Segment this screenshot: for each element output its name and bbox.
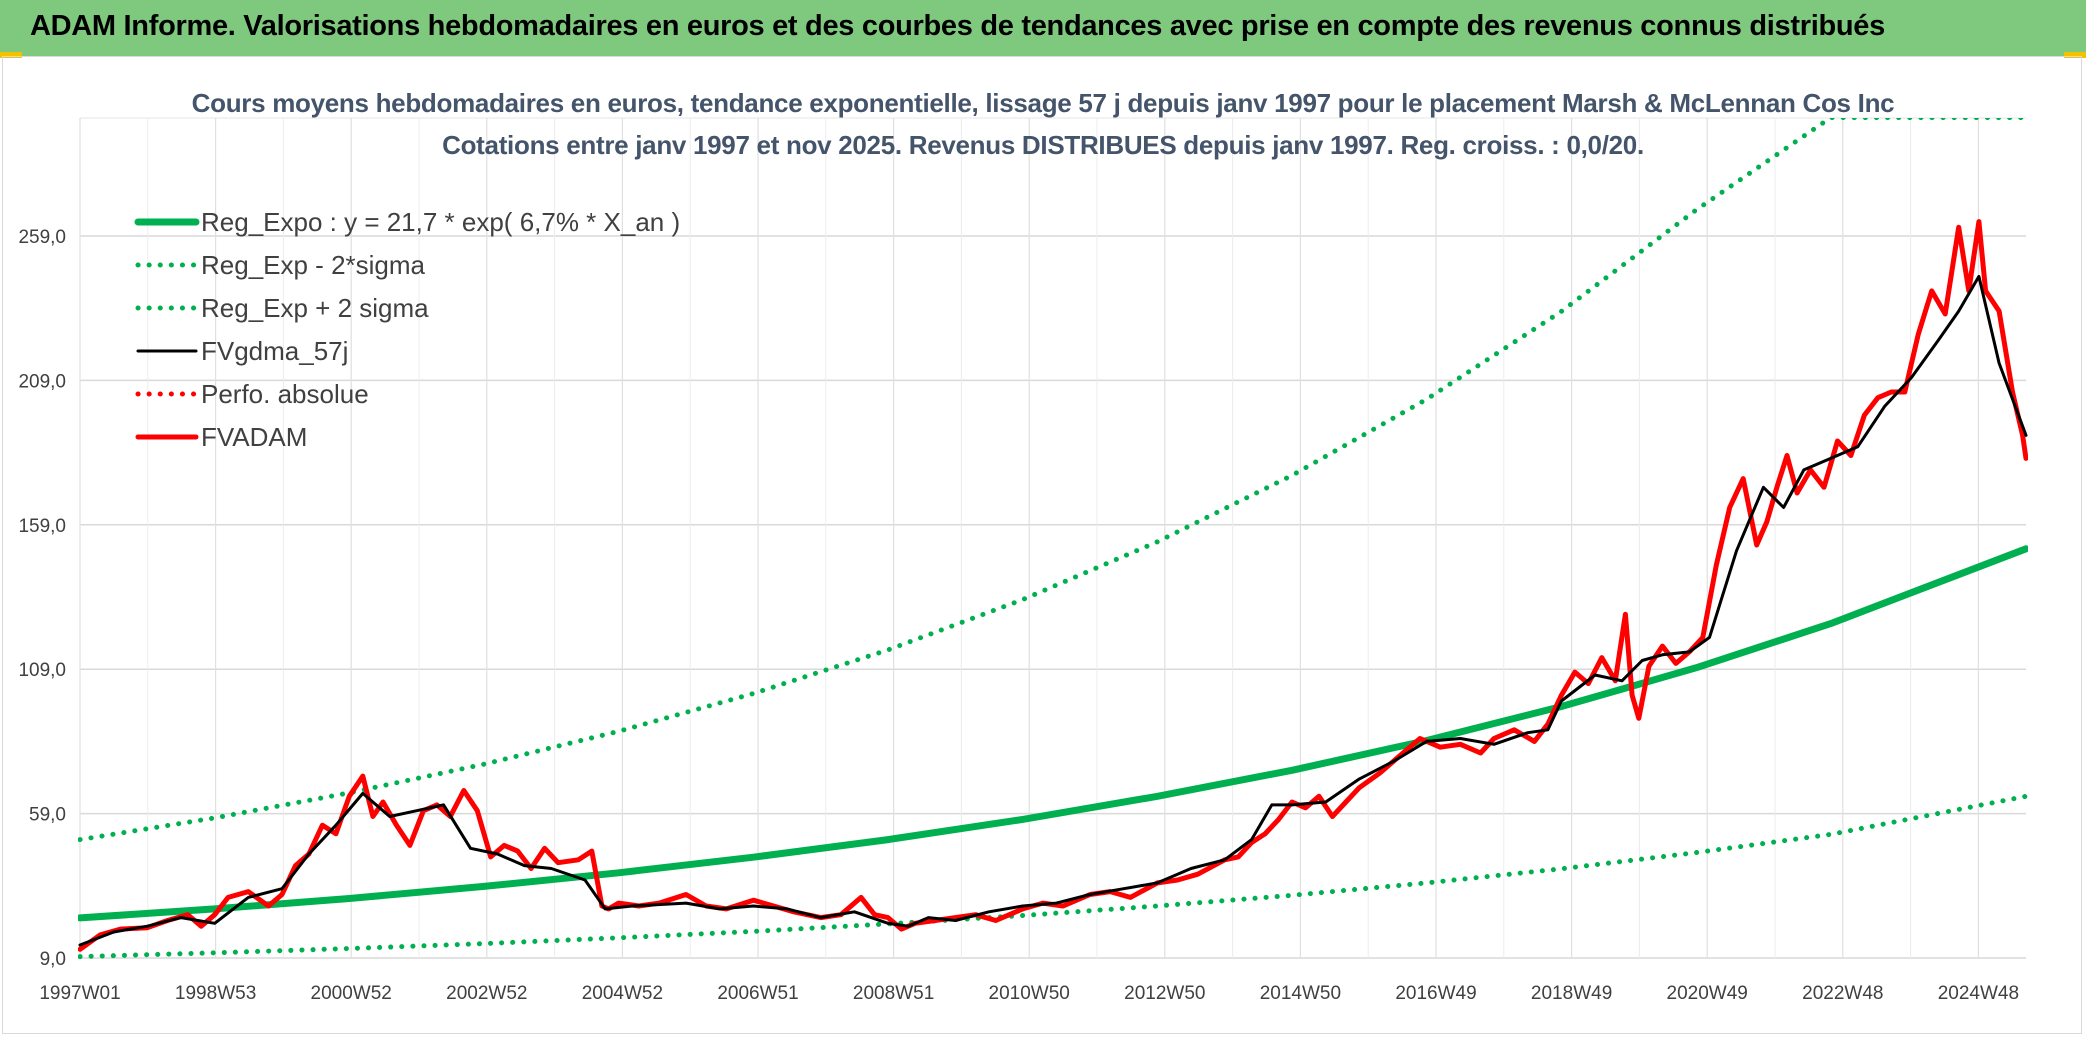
- x-tick-label: 1998W53: [175, 983, 256, 1004]
- legend-label: FVgdma_57j: [201, 336, 348, 366]
- y-tick-label: 159,0: [18, 516, 66, 537]
- y-tick-label: 259,0: [18, 227, 66, 248]
- corner-mark-right: [2064, 52, 2086, 58]
- x-tick-label: 2020W49: [1667, 983, 1748, 1004]
- chart-subtitle: Cotations entre janv 1997 et nov 2025. R…: [442, 130, 1644, 160]
- x-tick-label: 2018W49: [1531, 983, 1612, 1004]
- x-tick-label: 2022W48: [1802, 983, 1883, 1004]
- y-tick-label: 59,0: [29, 805, 66, 826]
- series-line-reg_expo: [78, 545, 2028, 922]
- x-axis-labels: 1997W01 1998W53 2000W52 2002W52 2004W52 2006W…: [39, 983, 2019, 1004]
- legend-label: FVADAM: [201, 422, 307, 452]
- x-tick-label: 2004W52: [582, 983, 663, 1004]
- x-tick-label: 2002W52: [446, 983, 527, 1004]
- x-tick-label: 2006W51: [717, 983, 798, 1004]
- chart-frame: [2, 56, 2082, 1034]
- x-tick-label: 2016W49: [1395, 983, 1476, 1004]
- x-tick-label: 1997W01: [39, 983, 120, 1004]
- corner-mark-left: [0, 52, 22, 58]
- series-layer: [78, 118, 2028, 960]
- legend: Reg_Expo : y = 21,7 * exp( 6,7% * X_an )…: [134, 207, 680, 452]
- x-tick-label: 2008W51: [853, 983, 934, 1004]
- chart-title: Cours moyens hebdomadaires en euros, ten…: [191, 88, 1895, 118]
- series-line-reg_exp: [78, 793, 2028, 960]
- series-line-fvgdma_57j: [78, 274, 2028, 947]
- x-tick-label: 2024W48: [1938, 983, 2019, 1004]
- series-line-reg_exp: [78, 118, 2028, 843]
- report-title: ADAM Informe. Valorisations hebdomadaire…: [30, 10, 1885, 42]
- y-tick-label: 209,0: [18, 371, 66, 392]
- legend-label: Perfo. absolue: [201, 379, 369, 409]
- x-tick-label: 2000W52: [311, 983, 392, 1004]
- y-tick-label: 9,0: [40, 949, 66, 970]
- legend-label: Reg_Exp + 2 sigma: [201, 293, 429, 323]
- y-axis-labels: 9,0 59,0 109,0 159,0 209,0 259,0: [18, 227, 66, 970]
- legend-label: Reg_Exp - 2*sigma: [201, 250, 426, 280]
- legend-label: Reg_Expo : y = 21,7 * exp( 6,7% * X_an ): [201, 207, 680, 237]
- report-banner: ADAM Informe. Valorisations hebdomadaire…: [0, 0, 2086, 56]
- x-tick-label: 2010W50: [989, 983, 1070, 1004]
- y-tick-label: 109,0: [18, 660, 66, 681]
- grid-layer: [79, 117, 2026, 959]
- x-tick-label: 2014W50: [1260, 983, 1341, 1004]
- x-tick-label: 2012W50: [1124, 983, 1205, 1004]
